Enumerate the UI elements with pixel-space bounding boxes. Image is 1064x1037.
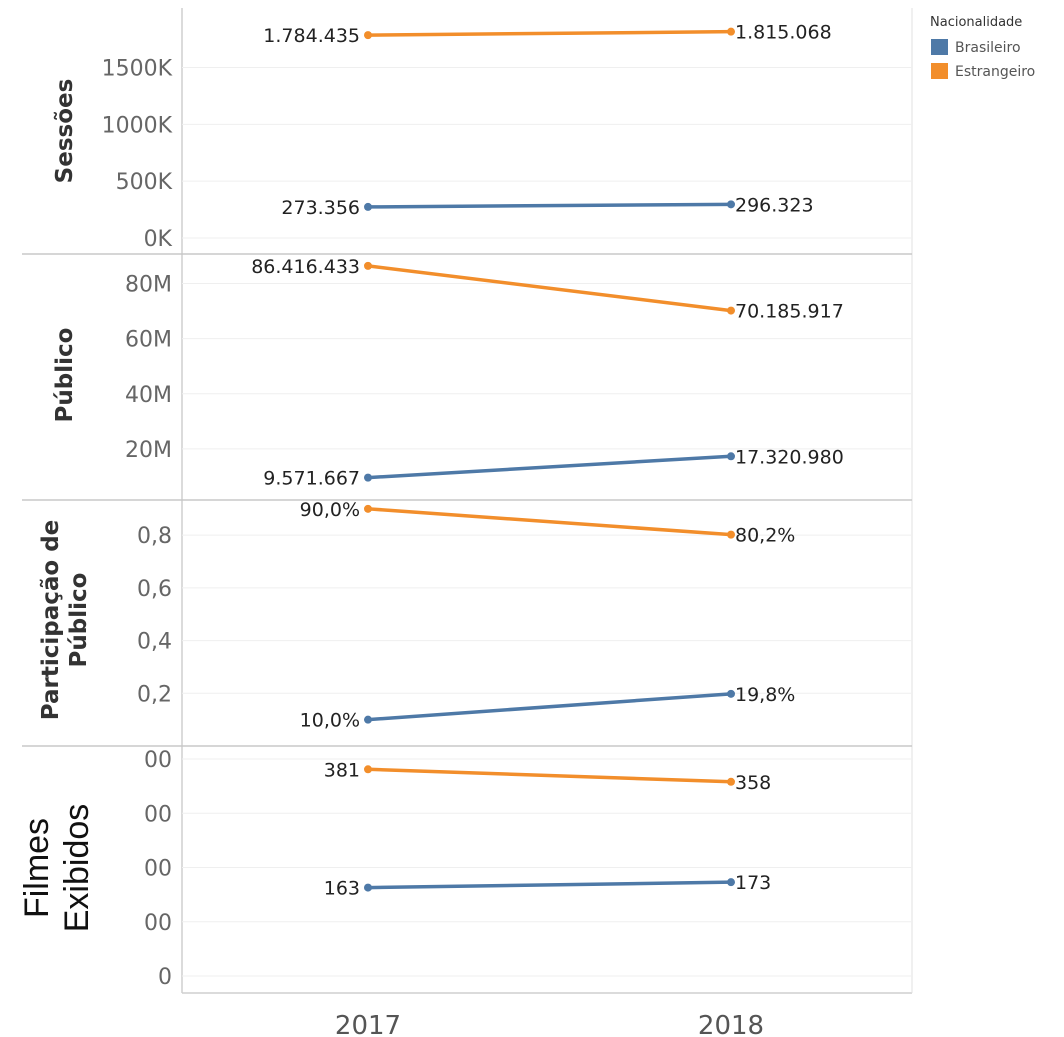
data-label: 90,0%	[300, 499, 360, 521]
data-point	[727, 200, 735, 209]
y-tick-label: 00	[144, 748, 172, 773]
legend-label-brasileiro: Brasileiro	[955, 40, 1021, 56]
data-label: 358	[735, 772, 771, 794]
y-tick-label: 00	[144, 857, 172, 882]
data-label: 381	[324, 759, 360, 781]
data-point	[364, 202, 372, 211]
data-point	[364, 261, 372, 270]
series-line-estrangeiro	[367, 767, 732, 784]
y-tick-label: 0,8	[137, 524, 172, 549]
data-point	[364, 504, 372, 513]
x-tick-label: 2017	[335, 1011, 401, 1037]
data-point	[364, 883, 372, 892]
data-point	[727, 777, 735, 786]
data-label: 19,8%	[735, 684, 795, 706]
y-tick-label: 00	[144, 911, 172, 936]
data-point	[364, 765, 372, 774]
data-label: 273.356	[281, 197, 360, 219]
series-line-brasileiro	[367, 454, 732, 480]
x-tick-label: 2018	[698, 1011, 764, 1037]
legend-swatch-estrangeiro	[931, 63, 948, 79]
series-line-estrangeiro	[367, 507, 732, 537]
data-point	[364, 31, 372, 40]
y-tick-label: 0,6	[137, 577, 172, 602]
data-label: 17.320.980	[735, 446, 844, 468]
y-tick-label: 80M	[125, 273, 172, 298]
data-point	[364, 473, 372, 482]
y-tick-label: 0	[158, 965, 172, 990]
data-label: 70.185.917	[735, 301, 844, 323]
data-label: 86.416.433	[251, 256, 360, 278]
y-axis-title: Sessões	[52, 79, 78, 184]
legend-swatch-brasileiro	[931, 39, 948, 55]
data-label: 9.571.667	[263, 468, 360, 490]
y-axis-title: FilmesExibidos	[18, 804, 96, 933]
data-point	[727, 452, 735, 461]
y-tick-label: 00	[144, 802, 172, 827]
y-tick-label: 1500K	[102, 56, 173, 81]
y-tick-label: 1000K	[102, 113, 173, 138]
data-label: 163	[324, 878, 360, 900]
data-label: 80,2%	[735, 525, 795, 547]
series-line-brasileiro	[367, 202, 732, 209]
legend-title: Nacionalidade	[930, 15, 1022, 30]
y-tick-label: 500K	[116, 170, 173, 195]
legend-label-estrangeiro: Estrangeiro	[955, 64, 1035, 80]
data-label: 1.784.435	[263, 25, 360, 47]
y-tick-label: 20M	[125, 438, 172, 463]
series-line-brasileiro	[367, 880, 732, 890]
y-tick-label: 0,4	[137, 630, 172, 655]
series-line-brasileiro	[367, 692, 732, 722]
data-label: 173	[735, 872, 771, 894]
data-label: 1.815.068	[735, 22, 832, 44]
data-point	[727, 530, 735, 539]
data-label: 296.323	[735, 194, 814, 216]
y-tick-label: 0K	[144, 227, 173, 252]
series-line-estrangeiro	[367, 264, 732, 313]
data-point	[727, 689, 735, 698]
y-tick-label: 40M	[125, 383, 172, 408]
series-line-estrangeiro	[367, 29, 732, 37]
data-point	[727, 878, 735, 887]
y-tick-label: 60M	[125, 328, 172, 353]
y-axis-title: Público	[52, 328, 78, 423]
data-label: 10,0%	[300, 710, 360, 732]
data-point	[364, 715, 372, 724]
y-tick-label: 0,2	[137, 682, 172, 707]
y-axis-title: Participação dePúblico	[38, 520, 92, 721]
data-point	[727, 27, 735, 36]
data-point	[727, 306, 735, 315]
